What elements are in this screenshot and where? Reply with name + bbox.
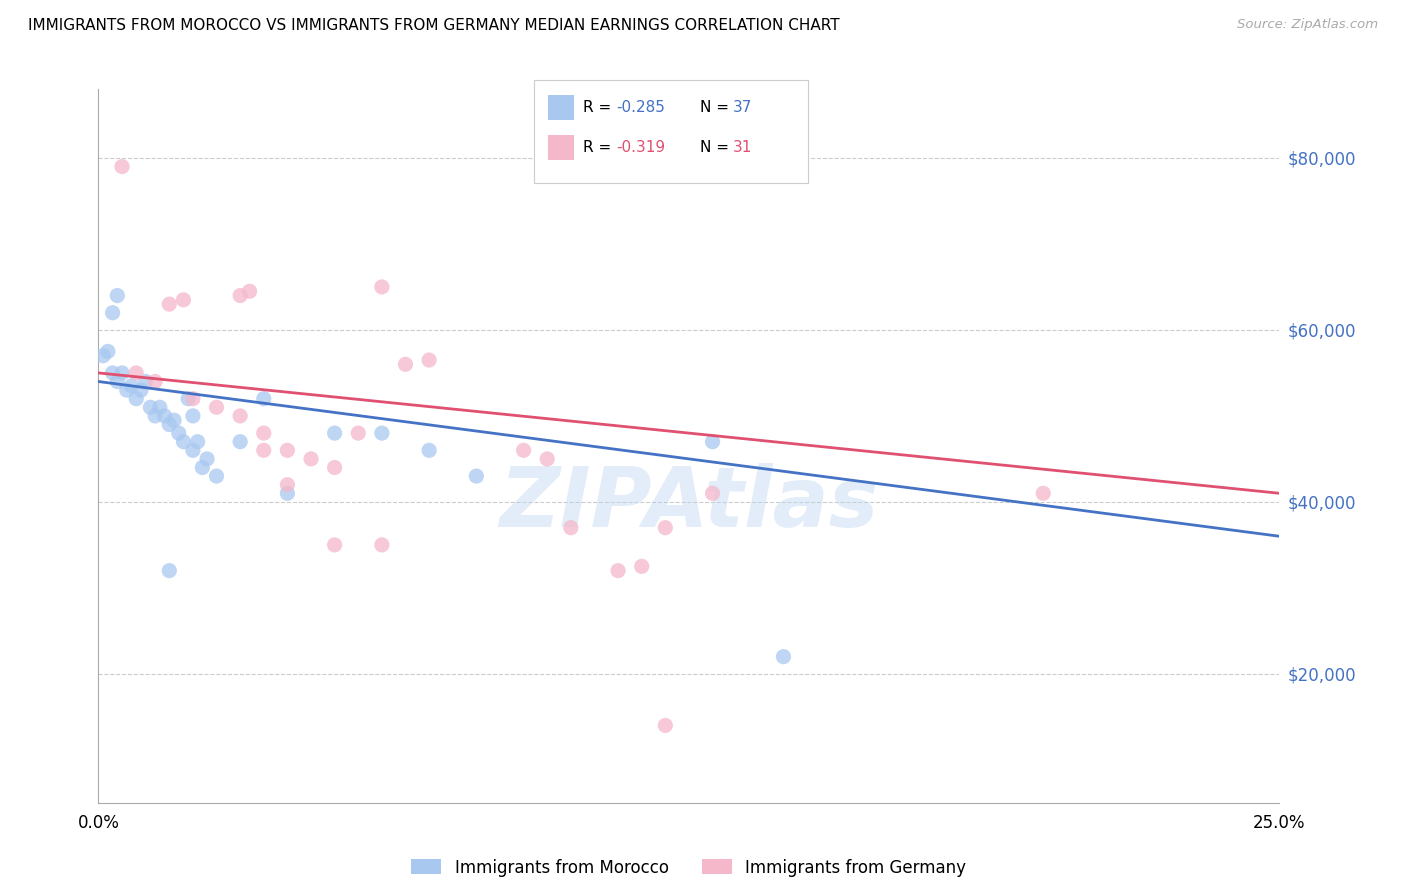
Point bbox=[143, 375, 166, 389]
Point bbox=[139, 401, 162, 415]
Point bbox=[371, 538, 394, 552]
Text: 37: 37 bbox=[733, 100, 752, 114]
Point bbox=[129, 383, 152, 397]
Text: N =: N = bbox=[700, 100, 734, 114]
Point bbox=[143, 409, 166, 423]
Point bbox=[276, 443, 298, 458]
Text: Source: ZipAtlas.com: Source: ZipAtlas.com bbox=[1237, 18, 1378, 31]
Point bbox=[654, 718, 676, 732]
Point bbox=[253, 426, 276, 441]
Point bbox=[229, 288, 252, 302]
Point bbox=[153, 409, 176, 423]
Point bbox=[323, 538, 346, 552]
Point bbox=[607, 564, 630, 578]
Point bbox=[772, 649, 794, 664]
Point bbox=[239, 285, 262, 299]
Point bbox=[323, 460, 346, 475]
Point bbox=[205, 401, 228, 415]
Point bbox=[253, 443, 276, 458]
Point bbox=[465, 469, 488, 483]
Point bbox=[105, 375, 128, 389]
Point bbox=[323, 426, 346, 441]
Point bbox=[1032, 486, 1054, 500]
Point bbox=[181, 409, 204, 423]
Point bbox=[229, 434, 252, 449]
Point bbox=[181, 443, 204, 458]
Point bbox=[181, 392, 204, 406]
Point bbox=[157, 417, 180, 432]
Point bbox=[101, 366, 124, 380]
Point bbox=[560, 521, 582, 535]
Point bbox=[536, 451, 558, 466]
Point bbox=[418, 353, 440, 368]
Point bbox=[371, 426, 394, 441]
Point bbox=[299, 451, 322, 466]
Point bbox=[111, 160, 134, 174]
Point bbox=[187, 434, 209, 449]
Point bbox=[195, 451, 218, 466]
Point bbox=[394, 357, 416, 371]
Text: R =: R = bbox=[583, 100, 617, 114]
Point bbox=[101, 306, 124, 320]
Point bbox=[371, 280, 394, 294]
Text: R =: R = bbox=[583, 140, 617, 154]
Point bbox=[111, 366, 134, 380]
Point bbox=[702, 486, 724, 500]
Point bbox=[105, 288, 128, 302]
Point bbox=[630, 559, 652, 574]
Point bbox=[149, 401, 172, 415]
Text: 31: 31 bbox=[733, 140, 752, 154]
Point bbox=[157, 297, 180, 311]
Point bbox=[702, 434, 724, 449]
Point bbox=[121, 379, 143, 393]
Legend: Immigrants from Morocco, Immigrants from Germany: Immigrants from Morocco, Immigrants from… bbox=[412, 858, 966, 877]
Point bbox=[172, 293, 194, 307]
Point bbox=[191, 460, 214, 475]
Point bbox=[157, 564, 180, 578]
Point bbox=[115, 383, 138, 397]
Text: -0.285: -0.285 bbox=[616, 100, 665, 114]
Text: N =: N = bbox=[700, 140, 734, 154]
Point bbox=[135, 375, 157, 389]
Point bbox=[205, 469, 228, 483]
Text: IMMIGRANTS FROM MOROCCO VS IMMIGRANTS FROM GERMANY MEDIAN EARNINGS CORRELATION C: IMMIGRANTS FROM MOROCCO VS IMMIGRANTS FR… bbox=[28, 18, 839, 33]
Point bbox=[418, 443, 440, 458]
Point bbox=[347, 426, 370, 441]
Point bbox=[177, 392, 200, 406]
Point bbox=[97, 344, 120, 359]
Point bbox=[163, 413, 186, 427]
Point bbox=[276, 486, 298, 500]
Point bbox=[125, 392, 148, 406]
Text: ZIPAtlas: ZIPAtlas bbox=[499, 463, 879, 543]
Point bbox=[125, 366, 148, 380]
Point bbox=[91, 349, 114, 363]
Point bbox=[167, 426, 190, 441]
Point bbox=[253, 392, 276, 406]
Point bbox=[512, 443, 534, 458]
Point bbox=[229, 409, 252, 423]
Point bbox=[172, 434, 194, 449]
Text: -0.319: -0.319 bbox=[616, 140, 665, 154]
Point bbox=[654, 521, 676, 535]
Point bbox=[276, 477, 298, 491]
